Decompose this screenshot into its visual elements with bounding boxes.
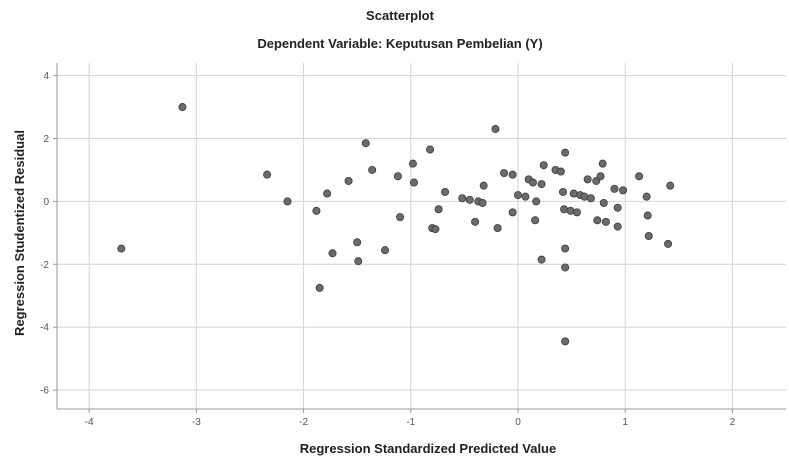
data-point	[508, 208, 517, 217]
data-point	[561, 337, 570, 346]
data-point	[664, 239, 673, 248]
chart-title: Scatterplot	[366, 8, 435, 23]
x-tick-label: -2	[299, 417, 308, 428]
data-point	[586, 194, 595, 203]
data-point	[537, 255, 546, 264]
data-point	[396, 213, 405, 222]
data-point	[596, 172, 605, 181]
data-point	[381, 246, 390, 255]
data-point	[572, 208, 581, 217]
y-tick-label: -6	[40, 386, 49, 397]
data-point	[569, 189, 578, 198]
data-point	[491, 125, 500, 134]
data-point	[566, 206, 575, 215]
data-point	[644, 231, 653, 240]
data-point	[478, 198, 487, 207]
data-point	[513, 191, 522, 200]
data-point	[539, 161, 548, 170]
data-point	[601, 217, 610, 226]
data-point	[479, 181, 488, 190]
data-point	[560, 205, 569, 214]
data-point	[593, 216, 602, 225]
data-point	[598, 159, 607, 168]
data-point	[117, 244, 126, 253]
data-point	[500, 169, 509, 178]
data-point	[393, 172, 402, 181]
data-point	[368, 165, 377, 174]
data-point	[354, 257, 363, 266]
x-tick-label: 1	[622, 417, 628, 428]
data-point	[580, 192, 589, 201]
data-point	[409, 178, 418, 187]
data-point	[434, 205, 443, 214]
data-point	[465, 195, 474, 204]
y-tick-label: 2	[43, 134, 49, 145]
data-point	[323, 189, 332, 198]
x-tick-label: 2	[730, 417, 736, 428]
y-tick-label: 0	[43, 197, 49, 208]
data-point	[635, 172, 644, 181]
data-point	[559, 187, 568, 196]
data-point	[344, 176, 353, 185]
data-point	[561, 244, 570, 253]
data-point	[537, 180, 546, 189]
data-point	[613, 222, 622, 231]
plot-background	[57, 63, 786, 409]
data-point	[643, 211, 652, 220]
data-point	[426, 145, 435, 154]
data-point	[283, 197, 292, 206]
x-tick-label: -3	[192, 417, 201, 428]
data-point	[556, 167, 565, 176]
data-point	[312, 206, 321, 215]
chart-subtitle: Dependent Variable: Keputusan Pembelian …	[257, 36, 542, 51]
y-axis-label: Regression Studentized Residual	[12, 130, 27, 336]
data-point	[613, 203, 622, 212]
data-point	[528, 178, 537, 187]
data-point	[610, 184, 619, 193]
x-tick-label: -1	[406, 417, 415, 428]
data-point	[493, 224, 502, 233]
plot-area: -4 -3 -2 -1 0 1 2 4 2 0 -2 -4 -6	[40, 63, 786, 428]
data-point	[458, 194, 467, 203]
data-point	[471, 217, 480, 226]
data-point	[263, 170, 272, 179]
x-tick-label: 0	[515, 417, 521, 428]
data-point	[561, 263, 570, 272]
data-point	[531, 216, 540, 225]
data-point	[642, 192, 651, 201]
y-tick-label: -2	[40, 260, 49, 271]
data-point	[441, 187, 450, 196]
data-point	[328, 249, 337, 258]
data-point	[315, 283, 324, 292]
data-point	[619, 186, 628, 195]
data-point	[353, 238, 362, 247]
data-point	[521, 192, 530, 201]
data-point	[508, 170, 517, 179]
x-tick-label: -4	[85, 417, 94, 428]
data-point	[583, 175, 592, 184]
data-point	[178, 103, 187, 112]
data-point	[599, 198, 608, 207]
data-point	[532, 197, 541, 206]
y-tick-label: -4	[40, 323, 49, 334]
y-tick-label: 4	[43, 71, 49, 82]
data-point	[361, 139, 370, 148]
data-point	[561, 148, 570, 157]
data-point	[408, 159, 417, 168]
x-axis-label: Regression Standardized Predicted Value	[300, 441, 556, 456]
data-point	[431, 225, 440, 234]
data-point	[666, 181, 675, 190]
